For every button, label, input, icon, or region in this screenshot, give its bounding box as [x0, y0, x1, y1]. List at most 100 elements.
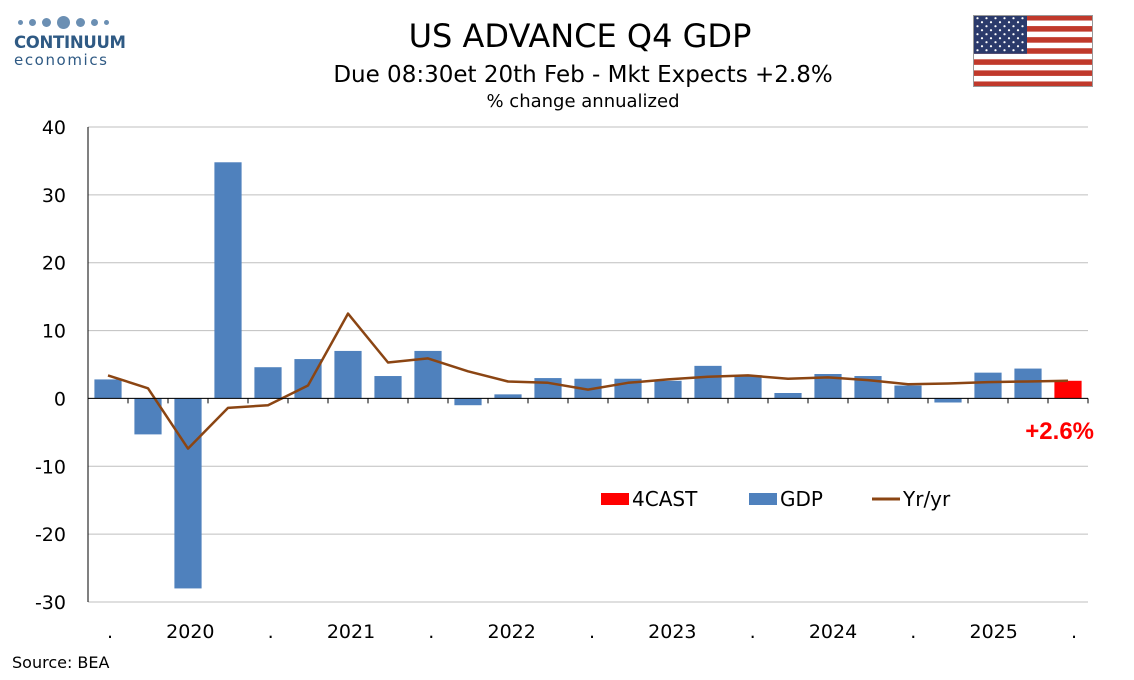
flag-star [989, 29, 993, 32]
chart-units: % change annualized [486, 91, 680, 112]
flag-star [1021, 49, 1024, 52]
flag-star [998, 37, 1002, 40]
flag-star [1016, 45, 1020, 48]
x-tick-label: . [1071, 621, 1077, 643]
flag-stars [976, 17, 1024, 52]
gdp-bar [134, 398, 162, 435]
flag-star [985, 41, 988, 44]
flag-star [994, 33, 997, 36]
flag-star [1012, 41, 1015, 44]
flag-star [985, 49, 988, 52]
flag-star [1003, 25, 1006, 28]
flag-star [1021, 33, 1024, 36]
flag-star [980, 21, 984, 24]
logo-dot [57, 15, 70, 29]
y-tick-label: 30 [42, 185, 66, 207]
x-tick-label: . [910, 621, 916, 643]
flag-star [998, 21, 1002, 24]
logo-dot [76, 17, 85, 27]
flag-star [1007, 45, 1011, 48]
logo-dot [18, 19, 23, 25]
bar-series [94, 162, 1082, 589]
flag-star [989, 21, 993, 24]
gdp-bar [534, 378, 562, 399]
gdp-bar [94, 379, 122, 399]
chart-subtitle: Due 08:30et 20th Feb - Mkt Expects +2.8% [333, 62, 833, 88]
axes [87, 127, 1089, 602]
forecast-callout: +2.6% [1025, 418, 1094, 445]
flag-star [1021, 41, 1024, 44]
x-tick-label: . [750, 621, 756, 643]
y-axis-ticks: 40 30 20 10 0 -10 -20 -30 [35, 117, 66, 614]
flag-star [976, 33, 979, 36]
y-tick-label: 40 [42, 117, 66, 139]
gdp-bar [1014, 368, 1042, 399]
flag-stripes [973, 15, 1093, 87]
continuum-logo: CONTINUUM economics [14, 14, 134, 68]
x-tick-label: 2020 [166, 621, 214, 643]
logo-dots [18, 14, 134, 30]
flag-star [1007, 29, 1011, 32]
gdp-bar [254, 367, 282, 399]
flag-star [1007, 37, 1011, 40]
gdp-bar [894, 385, 922, 399]
flag-star [1007, 21, 1011, 24]
flag-star [1016, 29, 1020, 32]
flag-star [980, 37, 984, 40]
flag-star [994, 17, 997, 20]
gdp-bar [734, 375, 762, 399]
flag-star [1003, 41, 1006, 44]
legend-label-gdp: GDP [780, 487, 823, 511]
flag-star [980, 29, 984, 32]
flag-star [1012, 33, 1015, 36]
x-tick-label: . [107, 621, 113, 643]
source-note: Source: BEA [12, 653, 110, 672]
x-axis-ticks: . 2020. 2021. 2022. 2023. 2024. 2025. [107, 621, 1077, 643]
x-tick-label: . [268, 621, 274, 643]
us-flag-icon [973, 15, 1093, 87]
gdp-bar [654, 380, 682, 399]
x-tick-label: 2022 [487, 621, 535, 643]
y-tick-label: 0 [54, 388, 66, 410]
logo-name: CONTINUUM [14, 33, 126, 52]
flag-star [1012, 49, 1015, 52]
gdp-bar [214, 162, 242, 399]
flag-star [1016, 21, 1020, 24]
gdp-bar [374, 376, 402, 399]
flag-star [980, 45, 984, 48]
flag-star [1003, 49, 1006, 52]
logo-dot [29, 18, 36, 26]
flag-star [994, 25, 997, 28]
flag-star [985, 17, 988, 20]
flag-star [1003, 17, 1006, 20]
flag-star [976, 49, 979, 52]
yr-yr-line [107, 312, 1069, 450]
y-tick-label: 10 [42, 321, 66, 343]
y-tick-label: -10 [35, 456, 66, 478]
x-tick-label: . [428, 621, 434, 643]
flag-star [989, 37, 993, 40]
y-tick-label: 20 [42, 253, 66, 275]
legend-label-4cast: 4CAST [632, 487, 698, 511]
flag-star [1021, 17, 1024, 20]
gdp-bar [494, 394, 522, 399]
y-tick-label: -20 [35, 524, 66, 546]
gdp-bar [774, 393, 802, 399]
flag-star [976, 41, 979, 44]
x-tick-label: 2023 [648, 621, 696, 643]
gdp-bar [294, 359, 322, 399]
flag-star [1003, 33, 1006, 36]
flag-star [1016, 37, 1020, 40]
gdp-bar [454, 398, 482, 406]
gdp-bar [934, 398, 962, 403]
flag-star [998, 45, 1002, 48]
gdp-bar [694, 365, 722, 399]
flag-star [998, 29, 1002, 32]
logo-dot [42, 17, 51, 27]
flag-star [1012, 17, 1015, 20]
forecast-bar [1054, 380, 1082, 399]
flag-star [976, 17, 979, 20]
flag-star [1021, 25, 1024, 28]
legend-swatch-4cast [601, 493, 629, 505]
